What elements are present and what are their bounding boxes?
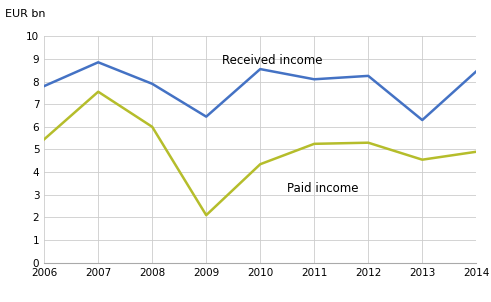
Text: Paid income: Paid income [287, 182, 359, 195]
Text: Received income: Received income [222, 54, 323, 67]
Text: EUR bn: EUR bn [5, 9, 45, 19]
